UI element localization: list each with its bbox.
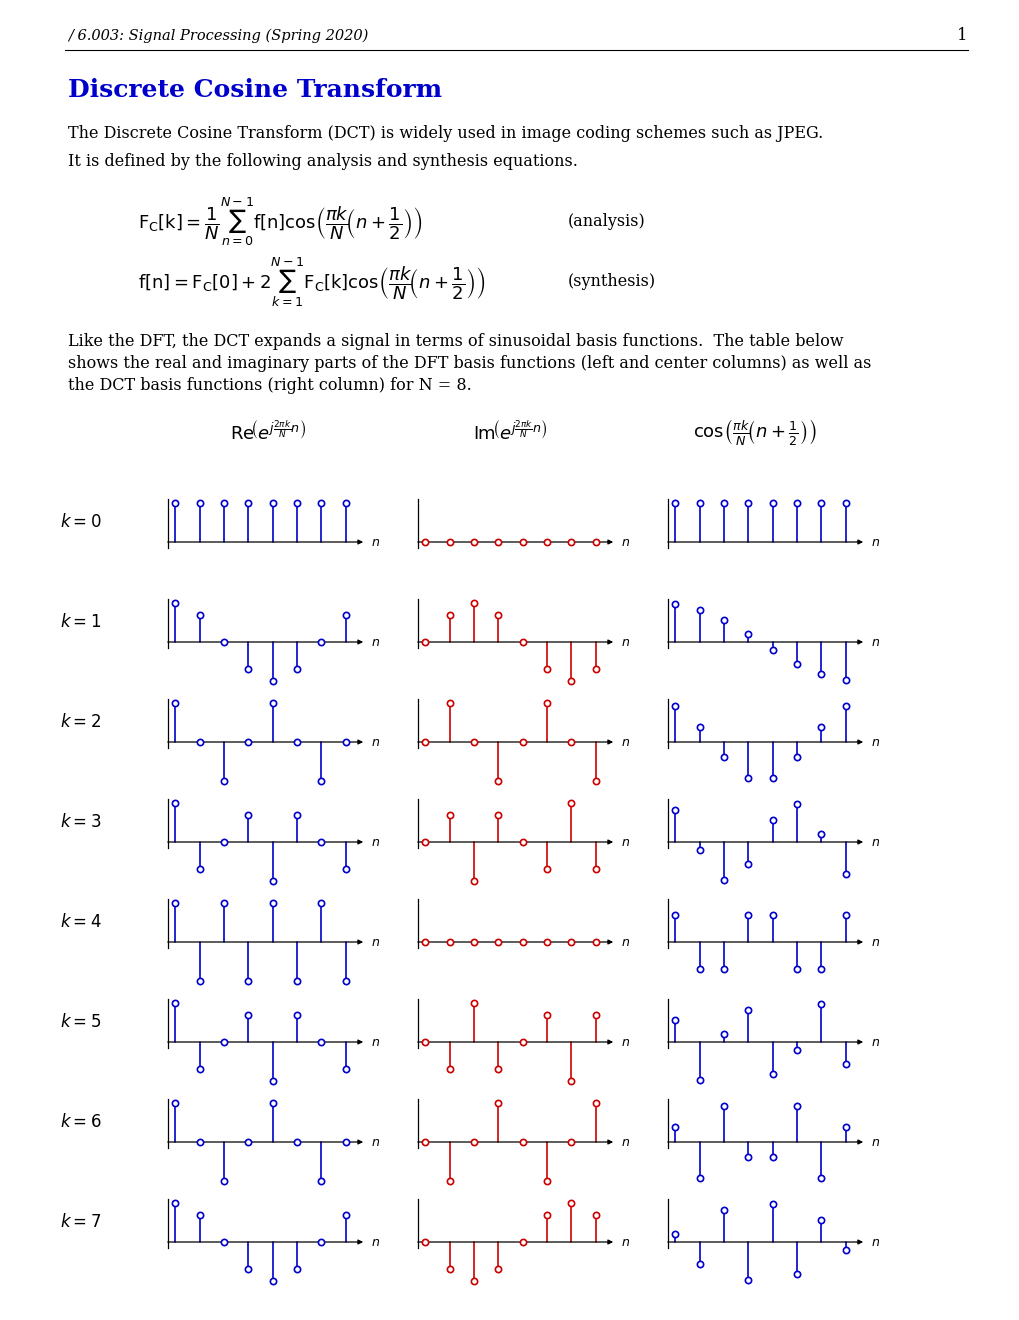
Text: $n$: $n$: [870, 536, 879, 549]
Text: $n$: $n$: [621, 936, 630, 949]
Text: Discrete Cosine Transform: Discrete Cosine Transform: [68, 78, 441, 102]
Text: $n$: $n$: [621, 1236, 630, 1249]
Text: $n$: $n$: [621, 735, 630, 748]
Text: $n$: $n$: [870, 1035, 879, 1048]
Text: 1: 1: [957, 28, 967, 45]
Text: $n$: $n$: [870, 1236, 879, 1249]
Text: $k = 7$: $k = 7$: [60, 1213, 101, 1232]
Text: $n$: $n$: [621, 1135, 630, 1148]
Text: $n$: $n$: [621, 836, 630, 849]
Text: $n$: $n$: [870, 1135, 879, 1148]
Text: $n$: $n$: [870, 735, 879, 748]
Text: $\mathrm{F_C[k]} = \dfrac{1}{N}\sum_{n=0}^{N-1}\mathrm{f[n]}\cos\!\left(\dfrac{\: $\mathrm{F_C[k]} = \dfrac{1}{N}\sum_{n=0…: [138, 195, 422, 248]
Text: $k = 3$: $k = 3$: [60, 813, 101, 832]
Text: It is defined by the following analysis and synthesis equations.: It is defined by the following analysis …: [68, 153, 578, 170]
Text: The Discrete Cosine Transform (DCT) is widely used in image coding schemes such : The Discrete Cosine Transform (DCT) is w…: [68, 124, 822, 141]
Text: the DCT basis functions (right column) for N = 8.: the DCT basis functions (right column) f…: [68, 378, 472, 395]
Text: $\mathrm{Re}\!\left(e^{j\frac{2\pi k}{N}n}\right)$: $\mathrm{Re}\!\left(e^{j\frac{2\pi k}{N}…: [229, 420, 306, 444]
Text: $n$: $n$: [371, 836, 380, 849]
Text: $n$: $n$: [870, 936, 879, 949]
Text: $k = 2$: $k = 2$: [60, 713, 101, 731]
Text: (synthesis): (synthesis): [568, 273, 655, 290]
Text: (analysis): (analysis): [568, 214, 645, 231]
Text: / 6.003: Signal Processing (Spring 2020): / 6.003: Signal Processing (Spring 2020): [68, 29, 368, 44]
Text: $n$: $n$: [371, 1135, 380, 1148]
Text: $n$: $n$: [371, 536, 380, 549]
Text: $n$: $n$: [621, 1035, 630, 1048]
Text: $\cos\!\left(\frac{\pi k}{N}\!\left(n+\frac{1}{2}\right)\right)$: $\cos\!\left(\frac{\pi k}{N}\!\left(n+\f…: [693, 417, 816, 447]
Text: shows the real and imaginary parts of the DFT basis functions (left and center c: shows the real and imaginary parts of th…: [68, 355, 870, 372]
Text: $k = 4$: $k = 4$: [60, 913, 102, 931]
Text: $k = 6$: $k = 6$: [60, 1113, 101, 1131]
Text: $\mathrm{f[n]} = \mathrm{F_C[0]} + 2\sum_{k=1}^{N-1}\mathrm{F_C[k]}\cos\!\left(\: $\mathrm{f[n]} = \mathrm{F_C[0]} + 2\sum…: [138, 255, 485, 309]
Text: $n$: $n$: [371, 936, 380, 949]
Text: $n$: $n$: [371, 735, 380, 748]
Text: $n$: $n$: [371, 635, 380, 648]
Text: $k = 5$: $k = 5$: [60, 1012, 101, 1031]
Text: $n$: $n$: [870, 635, 879, 648]
Text: $n$: $n$: [371, 1035, 380, 1048]
Text: $k = 0$: $k = 0$: [60, 513, 101, 531]
Text: $n$: $n$: [621, 635, 630, 648]
Text: $\mathrm{Im}\!\left(e^{j\frac{2\pi k}{N}n}\right)$: $\mathrm{Im}\!\left(e^{j\frac{2\pi k}{N}…: [472, 420, 547, 444]
Text: $k = 1$: $k = 1$: [60, 612, 101, 631]
Text: $n$: $n$: [621, 536, 630, 549]
Text: Like the DFT, the DCT expands a signal in terms of sinusoidal basis functions.  : Like the DFT, the DCT expands a signal i…: [68, 334, 843, 351]
Text: $n$: $n$: [371, 1236, 380, 1249]
Text: $n$: $n$: [870, 836, 879, 849]
